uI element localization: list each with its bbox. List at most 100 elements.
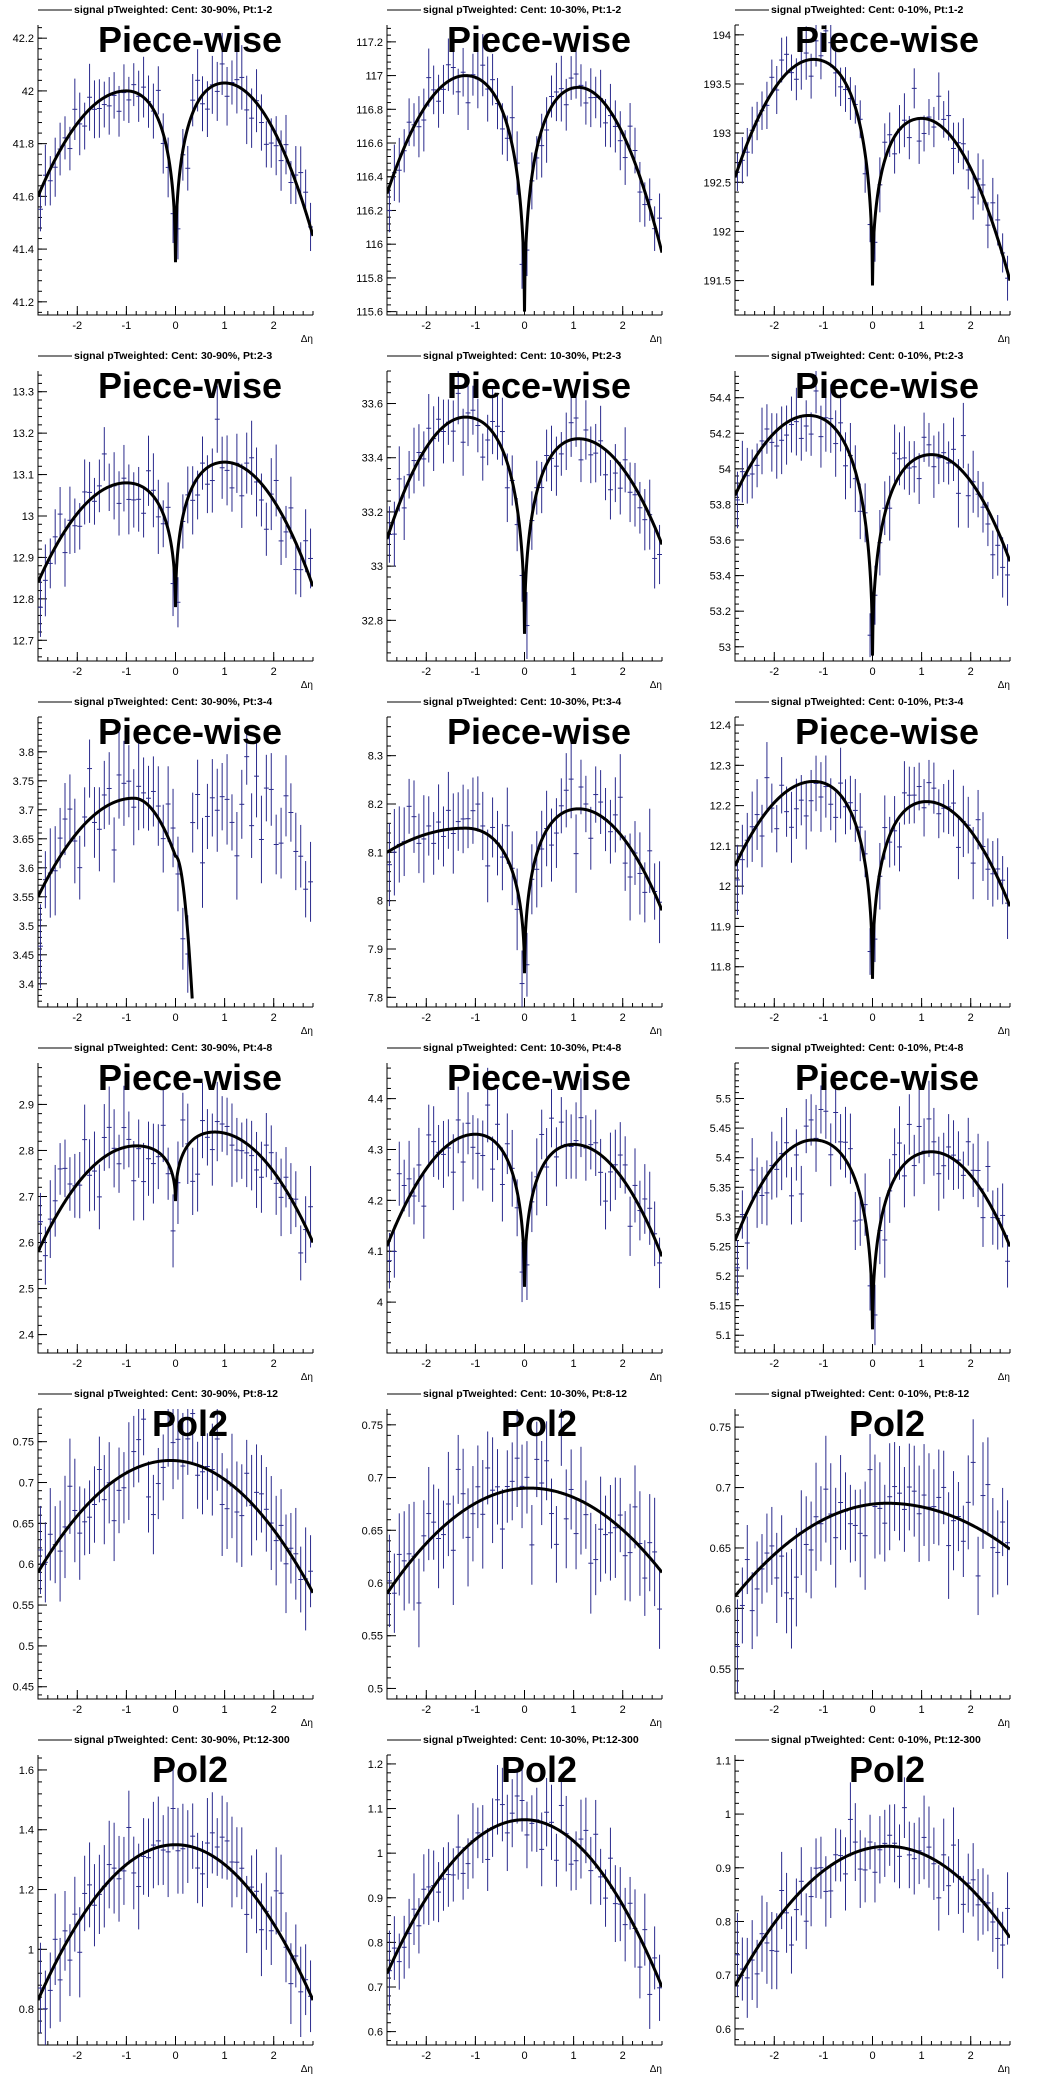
data-point: [254, 1444, 259, 1541]
y-tick-label: 3.55: [13, 892, 34, 904]
data-point: [283, 114, 289, 175]
data-point: [450, 1848, 456, 1902]
data-point: [784, 1552, 790, 1634]
data-point: [744, 127, 750, 177]
data-point: [308, 1535, 313, 1608]
data-point: [568, 388, 574, 457]
x-tick-label: 1: [222, 1358, 228, 1370]
data-point: [214, 1818, 220, 1876]
data-point: [62, 1891, 68, 1971]
data-point: [617, 461, 623, 515]
x-tick-label: 2: [968, 1358, 974, 1370]
data-point: [141, 1409, 147, 1456]
data-point: [150, 1123, 156, 1204]
data-point: [273, 1151, 279, 1215]
data-point: [906, 1094, 912, 1155]
data-point: [588, 426, 594, 484]
fit-curve: [387, 74, 662, 312]
data-point: [519, 950, 525, 1007]
data-point: [647, 1171, 653, 1245]
data-point: [136, 742, 142, 831]
data-point: [568, 1837, 574, 1891]
data-point: [847, 1782, 853, 1857]
x-tick-label: 2: [271, 1012, 277, 1024]
fit-label: Piece-wise: [98, 19, 282, 60]
y-tick-label: 5.5: [716, 1094, 731, 1106]
x-tick-label: -1: [819, 2050, 829, 2062]
data-point: [150, 756, 156, 827]
chart-svg: signal pTweighted: Cent: 0-10%, Pt:12-30…: [716, 1734, 1011, 2075]
y-tick-label: 1.2: [368, 1759, 383, 1771]
y-tick-label: 3.8: [19, 747, 34, 759]
data-point: [813, 755, 819, 812]
data-point: [637, 161, 643, 223]
data-point: [847, 775, 853, 830]
data-point: [955, 815, 961, 880]
data-point: [283, 755, 289, 837]
chart-title: signal pTweighted: Cent: 0-10%, Pt:3-4: [771, 696, 963, 708]
x-tick-label: 1: [222, 2050, 228, 2062]
data-point: [514, 1768, 520, 1824]
y-tick-label: 0.7: [716, 1483, 731, 1495]
data-point: [391, 1916, 397, 1980]
data-point: [92, 1131, 97, 1211]
data-point: [769, 59, 775, 96]
data-point: [155, 66, 161, 115]
data-point: [514, 1409, 520, 1508]
data-point: [490, 53, 496, 106]
chart-panel: signal pTweighted: Cent: 30-90%, Pt:1-2 4…: [0, 0, 349, 345]
y-tick-label: 8: [377, 896, 383, 908]
data-point: [96, 1164, 102, 1230]
data-point: [936, 1865, 942, 1931]
data-point: [509, 1779, 515, 1848]
x-axis-label: Δη: [650, 1372, 662, 1383]
chart-panel: signal pTweighted: Cent: 10-30%, Pt:2-3 3…: [349, 346, 698, 691]
data-point: [749, 1138, 755, 1202]
fit-label: Pol2: [501, 1403, 577, 1444]
data-point: [759, 1895, 765, 1972]
data-point: [872, 1454, 878, 1559]
fit-label: Piece-wise: [98, 1057, 282, 1098]
data-point: [877, 1816, 883, 1884]
data-point: [67, 1438, 73, 1534]
data-point: [101, 760, 107, 830]
data-point: [426, 1848, 432, 1925]
fit-curve: [38, 796, 194, 999]
data-point: [867, 1434, 873, 1506]
data-point: [739, 824, 745, 895]
data-point: [828, 1123, 834, 1187]
data-point: [87, 1139, 93, 1212]
data-point: [136, 1843, 142, 1930]
data-point: [170, 1194, 176, 1268]
data-point: [92, 787, 97, 858]
data-point: [209, 1792, 215, 1874]
data-point: [121, 1836, 127, 1905]
x-tick-label: 2: [620, 666, 626, 678]
y-tick-label: 13: [22, 511, 34, 523]
x-tick-label: 2: [968, 1012, 974, 1024]
data-point: [411, 1873, 417, 1945]
data-point: [803, 1496, 809, 1593]
data-point: [499, 823, 505, 891]
data-point: [77, 1486, 83, 1580]
data-point: [862, 1837, 868, 1903]
x-tick-label: -2: [421, 666, 431, 678]
data-point: [906, 1443, 912, 1531]
data-point: [263, 754, 269, 822]
y-tick-label: 0.6: [19, 1559, 34, 1571]
data-point: [965, 1117, 971, 1166]
fit-curve: [735, 1501, 1010, 1598]
data-point: [195, 1136, 201, 1212]
data-point: [769, 413, 775, 472]
data-point: [116, 471, 122, 536]
chart-panel: signal pTweighted: Cent: 30-90%, Pt:12-3…: [0, 1730, 349, 2075]
data-point: [111, 72, 117, 119]
data-point: [155, 1447, 161, 1520]
data-point: [901, 761, 907, 825]
y-tick-label: 0.6: [368, 2027, 383, 2039]
data-point: [965, 463, 971, 528]
data-point: [779, 37, 785, 83]
data-point: [951, 769, 956, 837]
y-tick-label: 54.4: [710, 393, 731, 405]
data-point: [146, 435, 151, 506]
